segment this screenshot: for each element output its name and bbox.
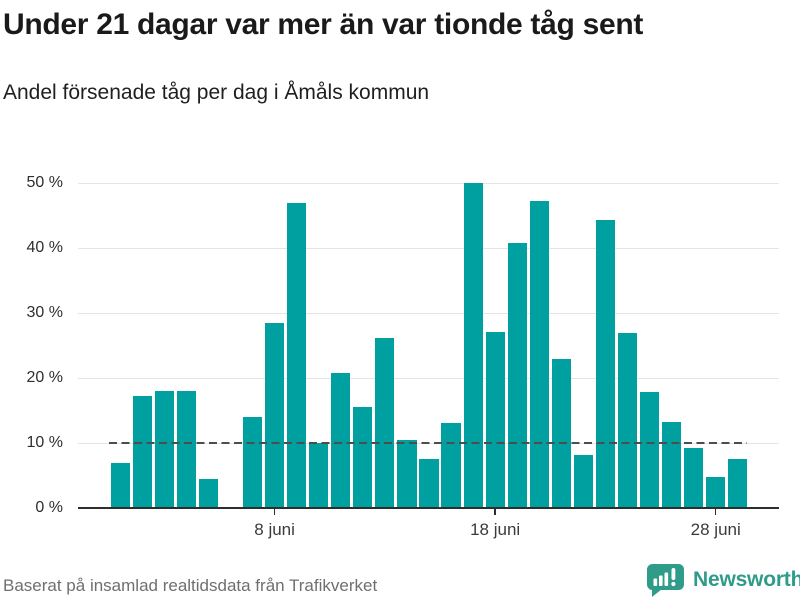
bar <box>507 242 527 508</box>
bar <box>309 443 329 508</box>
x-axis-tick <box>273 509 276 515</box>
bar <box>617 332 638 508</box>
gridline <box>78 312 779 314</box>
bar <box>110 462 130 508</box>
newsworthy-logo: Newsworthy <box>646 564 800 598</box>
y-axis-tick-label: 20 % <box>26 369 63 386</box>
x-axis-tick-label: 18 juni <box>470 520 521 539</box>
bar <box>198 479 218 508</box>
y-axis-tick-label: 10 % <box>26 434 63 451</box>
bar <box>684 448 704 508</box>
reference-line <box>109 442 748 444</box>
source-note: Baserat på insamlad realtidsdata från Tr… <box>3 576 378 595</box>
gridline <box>78 182 779 184</box>
y-axis-tick-label: 40 % <box>26 239 63 256</box>
bar <box>639 391 660 508</box>
bar <box>264 323 285 508</box>
bar <box>485 331 505 508</box>
y-axis-tick-label: 50 % <box>26 174 63 191</box>
bar <box>331 372 351 508</box>
bar <box>397 440 417 508</box>
bar <box>573 454 593 508</box>
gridline <box>78 377 779 379</box>
bar <box>728 459 748 508</box>
y-axis-tick-label: 0 % <box>35 499 63 516</box>
bar <box>287 202 307 508</box>
y-axis-tick-label: 30 % <box>26 304 63 321</box>
bar <box>154 391 174 508</box>
bar <box>375 337 395 508</box>
bar <box>706 477 726 508</box>
bar <box>441 422 461 508</box>
page-title: Under 21 dagar var mer än var tionde tåg… <box>3 8 644 41</box>
bar <box>176 391 196 508</box>
x-axis-tick-label: 28 juni <box>690 520 741 539</box>
brand-name: Newsworthy <box>693 568 800 591</box>
bar <box>662 422 682 508</box>
bar <box>463 183 483 508</box>
bar <box>529 200 549 508</box>
chart-subtitle: Andel försenade tåg per dag i Åmåls komm… <box>3 81 430 104</box>
x-axis-tick-label: 8 juni <box>254 520 295 539</box>
x-axis-tick <box>494 509 496 515</box>
bar-chart-speech-bubble-icon <box>646 564 686 598</box>
bar <box>242 417 263 508</box>
gridline <box>78 247 779 249</box>
x-axis-line <box>78 506 779 509</box>
x-axis-tick <box>714 509 717 515</box>
bar <box>132 395 152 508</box>
bar <box>595 220 616 508</box>
bar <box>353 407 373 508</box>
bar <box>419 458 439 508</box>
bar <box>551 359 571 508</box>
